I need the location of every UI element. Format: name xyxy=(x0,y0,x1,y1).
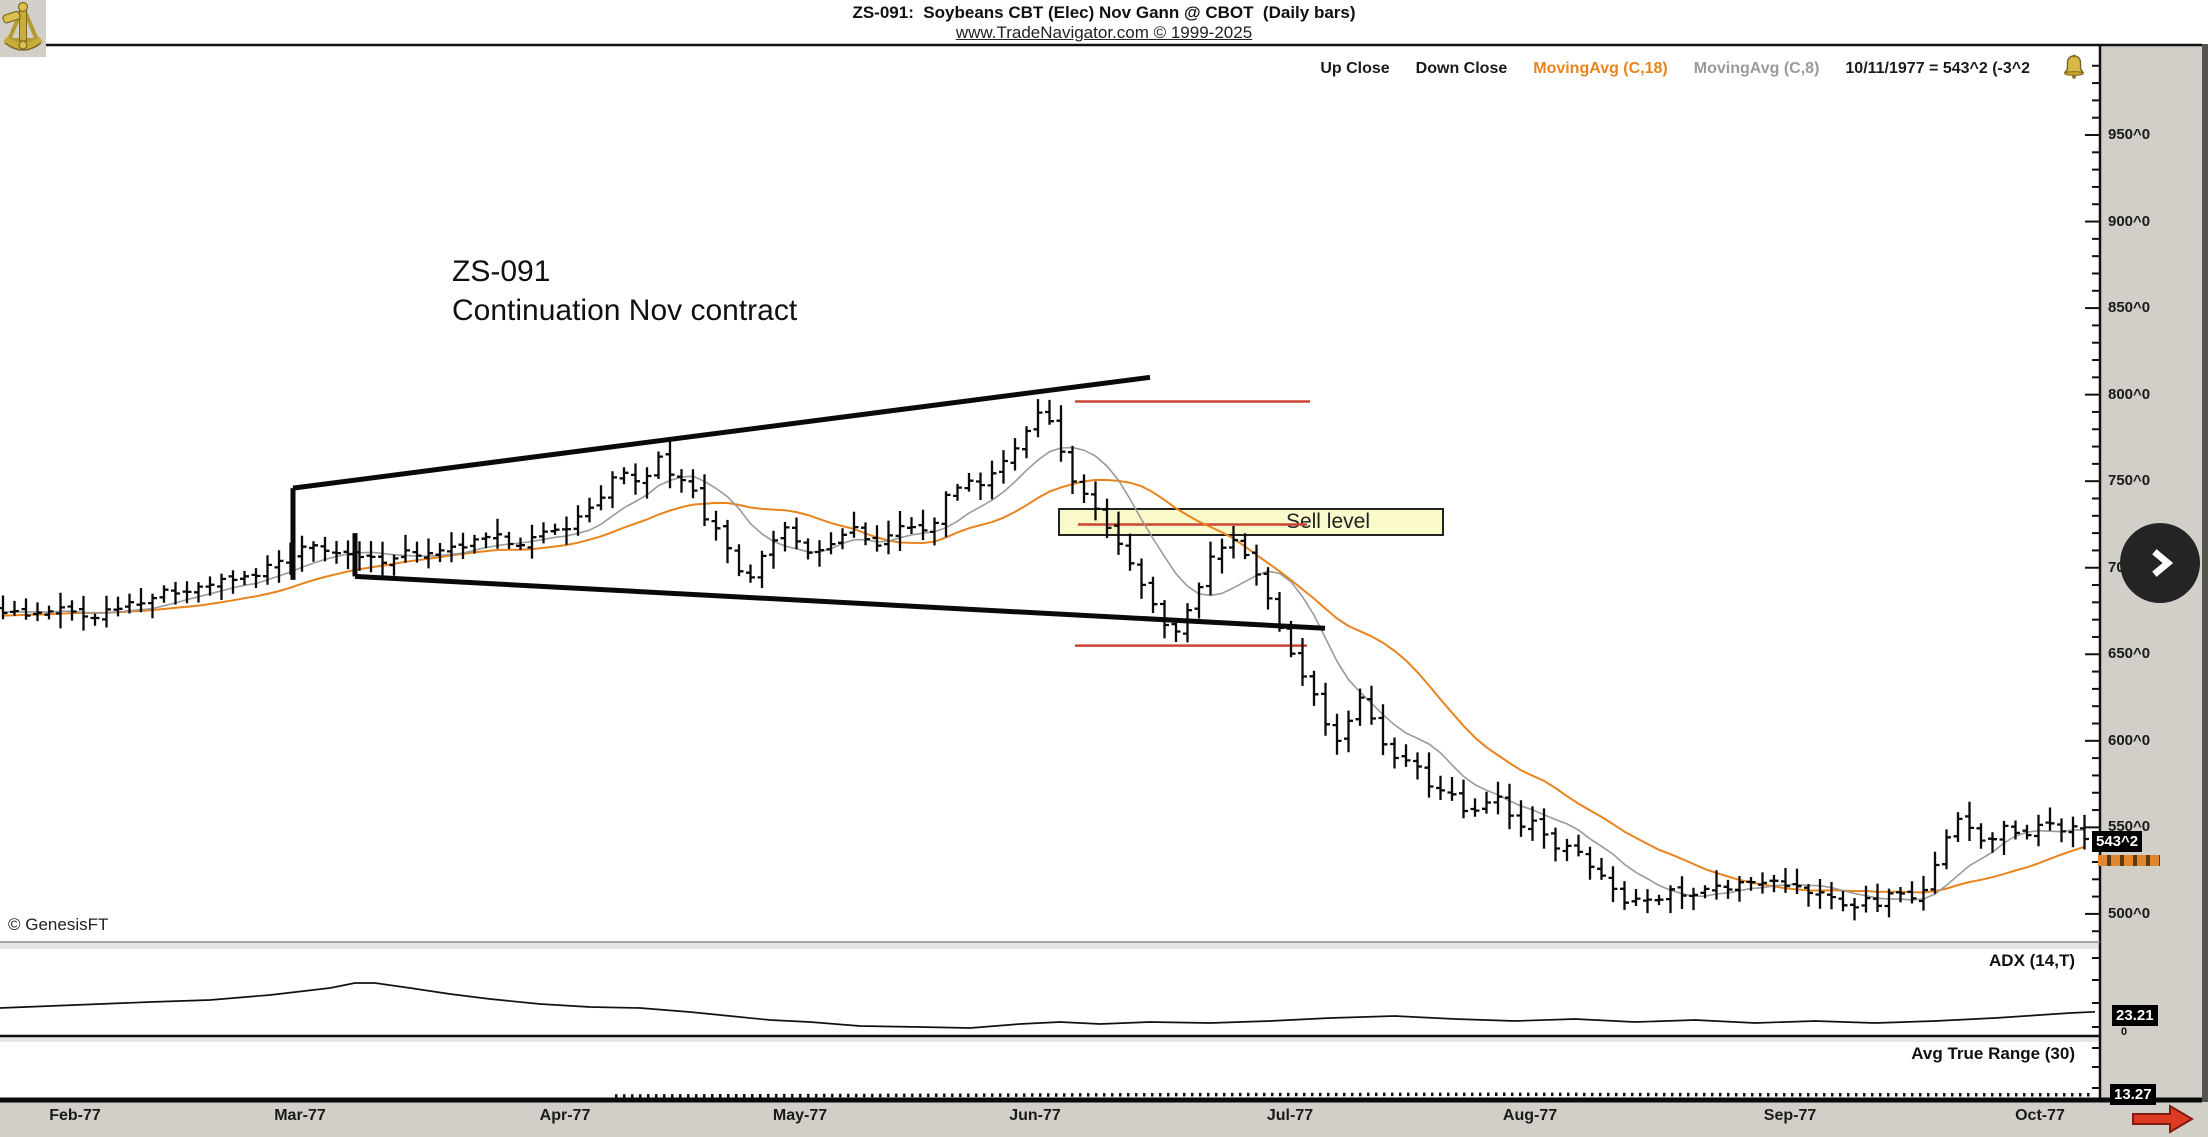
atr-value-tag: 13.27 xyxy=(2110,1084,2156,1105)
legend-item[interactable]: MovingAvg (C,8) xyxy=(1693,60,1820,77)
month-tick-label: Aug-77 xyxy=(1502,1107,1558,1124)
month-tick-label: Oct-77 xyxy=(2015,1107,2065,1124)
price-tick-label: 600^0 xyxy=(2108,731,2151,749)
price-tick-label: 650^0 xyxy=(2108,645,2151,663)
trade-navigator-logo xyxy=(0,0,46,57)
month-tick-label: Sep-77 xyxy=(1763,1107,1817,1124)
genesis-copyright: © GenesisFT xyxy=(8,915,109,934)
legend-item[interactable]: Down Close xyxy=(1415,60,1508,77)
adx-value-tag: 23.21 xyxy=(2112,1005,2158,1026)
legend-item[interactable]: Up Close xyxy=(1320,60,1390,77)
alert-bell-icon[interactable] xyxy=(2060,53,2088,81)
chevron-right-icon xyxy=(2152,549,2174,577)
watermark-url: www.TradeNavigator.com © 1999-2025 xyxy=(955,23,1253,42)
time-axis-background xyxy=(0,1102,2208,1137)
annotation-line-1: ZS-091 xyxy=(452,255,551,288)
price-tick-label: 900^0 xyxy=(2108,212,2151,230)
scroll-forward-button[interactable] xyxy=(2120,523,2200,603)
scroll-right-arrow[interactable] xyxy=(2132,1104,2194,1134)
sextant-icon xyxy=(2,1,43,51)
sell-level-box[interactable]: Sell level xyxy=(1058,508,1444,537)
month-tick-label: Jun-77 xyxy=(1009,1107,1061,1124)
adx-zero-label: 0 xyxy=(2121,1026,2128,1038)
price-tick-label: 500^0 xyxy=(2108,904,2151,922)
annotation-line-2: Continuation Nov contract xyxy=(452,294,798,327)
price-tick-label: 850^0 xyxy=(2108,299,2151,317)
ma-price-tag xyxy=(2098,855,2160,866)
last-price-tag: 543^2 xyxy=(2092,831,2143,852)
month-tick-label: Feb-77 xyxy=(49,1107,101,1124)
price-tick-label: 750^0 xyxy=(2108,472,2151,490)
sell-level-label: Sell level xyxy=(1285,510,1370,534)
month-tick-label: Jul-77 xyxy=(1266,1107,1314,1124)
window-edge xyxy=(2202,44,2208,1102)
price-tick-label: 950^0 xyxy=(2108,126,2151,143)
legend-item[interactable]: MovingAvg (C,18) xyxy=(1533,60,1668,77)
chart-legend: Up Close Down Close MovingAvg (C,18) Moving… xyxy=(1320,54,2088,81)
month-tick-label: May-77 xyxy=(772,1107,828,1124)
legend-items: Up Close Down Close MovingAvg (C,18) Moving… xyxy=(1320,60,2030,78)
atr-panel-label: Avg True Range (30) xyxy=(1911,1044,2075,1063)
text-annotation[interactable]: ZS-091 Continuation Nov contract xyxy=(452,252,797,330)
chart-title: ZS-091: Soybeans CBT (Elec) Nov Gann @ C… xyxy=(852,3,1356,22)
legend-item[interactable]: 10/11/1977 = 543^2 (-3^2 xyxy=(1845,60,2030,77)
adx-panel-label: ADX (14,T) xyxy=(1989,951,2075,970)
month-tick-label: Apr-77 xyxy=(539,1107,591,1124)
month-tick-label: Mar-77 xyxy=(274,1107,326,1124)
price-tick-label: 800^0 xyxy=(2108,385,2151,403)
